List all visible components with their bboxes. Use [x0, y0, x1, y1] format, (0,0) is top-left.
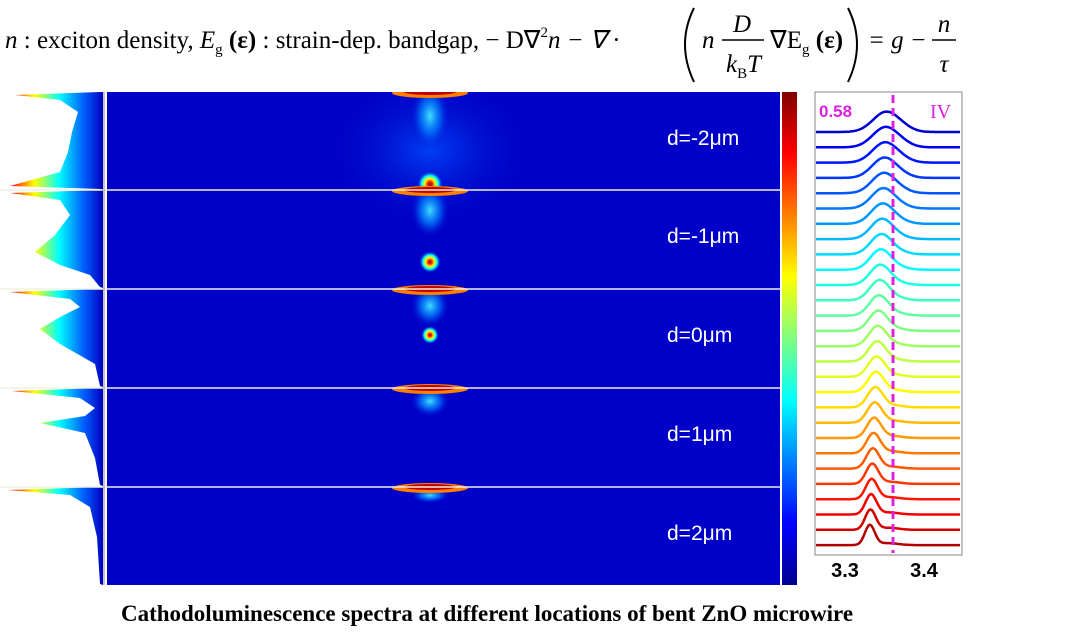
- spectrum-curve: [816, 385, 960, 409]
- spectrum-curve: [816, 492, 960, 516]
- spectrum-curve: [816, 202, 960, 226]
- profile: [10, 289, 103, 387]
- spectrum-curve: [816, 125, 960, 149]
- glow: [320, 92, 540, 230]
- plume: [410, 182, 450, 239]
- profiles: [8, 92, 103, 585]
- colorbar: [782, 92, 797, 585]
- eq-part: n: [5, 27, 18, 54]
- eq-gradient: ∇Eg (ε): [769, 27, 843, 58]
- profile: [8, 487, 103, 585]
- spectrum-curve: [816, 140, 960, 164]
- annotation-label: IV: [930, 101, 952, 123]
- spectrum-curve: [816, 263, 960, 287]
- paren-right: [847, 7, 858, 83]
- profile: [10, 190, 103, 288]
- profile: [10, 92, 103, 190]
- x-tick-label: 3.3: [831, 560, 859, 582]
- spectrum-curve: [816, 508, 960, 532]
- spectrum-curve: [816, 370, 960, 394]
- plume: [410, 92, 450, 150]
- spectrum-curve: [816, 523, 960, 547]
- eq-part: n − ∇ ·: [548, 27, 619, 54]
- eq-part: E: [199, 27, 215, 54]
- map: [320, 92, 540, 504]
- panel-label: d=-2μm: [667, 127, 739, 150]
- panel-label: d=-1μm: [667, 225, 739, 248]
- eq-part: B: [737, 66, 747, 82]
- spectrum-curve: [816, 309, 960, 333]
- eq-denominator: kBT: [726, 51, 763, 82]
- crescent-core: [404, 92, 456, 95]
- spectrum-curve: [816, 355, 960, 379]
- eq-rhs-den: τ: [940, 51, 950, 78]
- eq-numerator: D: [732, 11, 751, 38]
- spectrum-curve: [816, 293, 960, 317]
- spectrum-curve: [816, 462, 960, 486]
- annotation-value: 0.58: [819, 102, 852, 121]
- spectrum-curve: [816, 477, 960, 501]
- eq-equals: = g −: [868, 27, 927, 54]
- spectrum-curve: [816, 186, 960, 210]
- eq-part: : strain-dep. bandgap, − D∇: [256, 27, 541, 54]
- eq-part: k: [726, 51, 738, 78]
- caption: Cathodoluminescence spectra at different…: [121, 601, 853, 626]
- spectrum-curve: [816, 171, 960, 195]
- panel-label: d=1μm: [667, 423, 732, 446]
- eq-rhs-num: n: [938, 11, 951, 38]
- panel-label: d=2μm: [667, 522, 732, 545]
- spectrum-curve: [816, 156, 960, 180]
- eq-part: (ε): [810, 27, 844, 54]
- spectra: [816, 110, 960, 547]
- panel-label: d=0μm: [667, 324, 732, 347]
- eq-inner-n: n: [702, 27, 715, 54]
- spectrum-curve: [816, 232, 960, 256]
- spectrum-curve: [816, 217, 960, 241]
- spectrum-curve: [816, 401, 960, 424]
- eq-part: (ε): [223, 27, 257, 54]
- eq-part: : exciton density,: [18, 27, 200, 54]
- eq-part: 2: [540, 25, 548, 41]
- profile: [12, 388, 103, 486]
- spectrum-curve: [816, 278, 960, 302]
- eq-part: g: [802, 42, 810, 58]
- spectrum-curve: [816, 416, 960, 440]
- eq-part: T: [747, 51, 763, 78]
- spectrum-curve: [816, 110, 960, 134]
- hot-spot: [418, 250, 442, 274]
- eq-part: g: [215, 42, 223, 58]
- spectrum-curve: [816, 324, 960, 348]
- hot-spot: [420, 325, 440, 345]
- spectrum-curve: [816, 339, 960, 363]
- x-tick-label: 3.4: [910, 560, 939, 582]
- spectrum-curve: [816, 431, 960, 455]
- equation: n : exciton density, Eg (ε) : strain-dep…: [5, 25, 619, 58]
- spectra-frame: [814, 91, 963, 556]
- eq-part: ∇E: [769, 27, 802, 54]
- spectrum-curve: [816, 446, 960, 470]
- spectrum-curve: [816, 248, 960, 271]
- paren-left: [684, 7, 695, 83]
